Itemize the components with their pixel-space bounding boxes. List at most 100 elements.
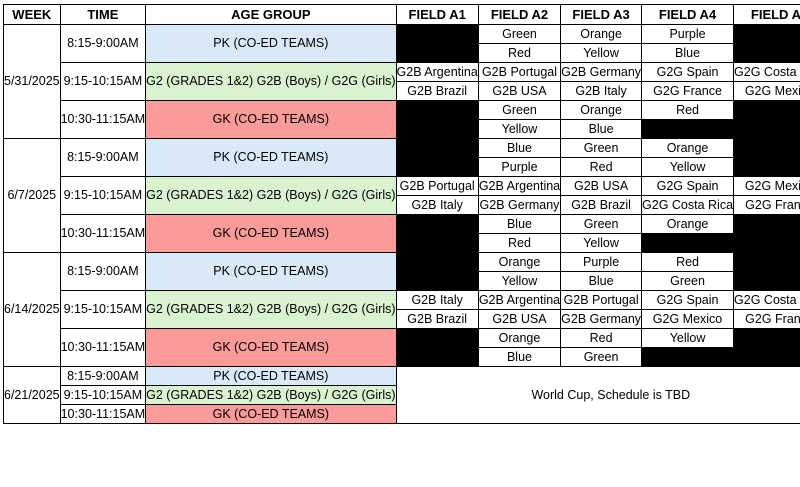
unused-field: [733, 214, 800, 253]
table-row: 9:15-10:15AM G2 (GRADES 1&2) G2B (Boys) …: [4, 62, 800, 101]
age-group-pk: PK (CO-ED TEAMS): [145, 252, 397, 291]
team-cell: Purple: [477, 157, 562, 177]
team-cell: Blue: [641, 43, 735, 63]
team-cell: G2G Mexico: [733, 81, 800, 101]
unused-field: [395, 252, 479, 291]
team-cell: G2B USA: [477, 81, 562, 101]
team-cell: Orange: [560, 24, 643, 44]
header-field-a5: FIELD A5: [733, 4, 800, 25]
schedule-table: WEEK TIME AGE GROUP FIELD A1 FIELD A2 FI…: [3, 4, 800, 424]
team-cell: Red: [641, 252, 735, 272]
age-group-g2: G2 (GRADES 1&2) G2B (Boys) / G2G (Girls): [145, 290, 397, 329]
age-group-gk: GK (CO-ED TEAMS): [145, 404, 397, 424]
team-cell: Blue: [560, 119, 643, 139]
age-group-gk: GK (CO-ED TEAMS): [145, 100, 397, 139]
team-cell: Yellow: [477, 119, 562, 139]
table-row: 10:30-11:15AM GK (CO-ED TEAMS) Blue Gree…: [4, 214, 800, 253]
team-cell: G2B Portugal: [395, 176, 479, 196]
team-cell: G2B Germany: [560, 62, 643, 82]
table-row: 6/14/2025 8:15-9:00AM PK (CO-ED TEAMS) O…: [3, 252, 800, 367]
team-cell: G2G France: [733, 195, 800, 215]
team-cell: G2G France: [733, 309, 800, 329]
table-row: 10:30-11:15AM GK (CO-ED TEAMS) Green Ora…: [4, 100, 800, 139]
team-cell: G2B Brazil: [395, 309, 479, 329]
team-cell: G2G Spain: [641, 290, 735, 310]
unused-field: [733, 24, 800, 63]
time-slot: 9:15-10:15AM: [59, 176, 147, 215]
table-row: 9:15-10:15AM G2 (GRADES 1&2) G2B (Boys) …: [4, 176, 800, 215]
team-cell: G2B Portugal: [477, 62, 562, 82]
table-row: G2B Brazil G2B USA G2B Germany G2G Mexic…: [4, 309, 800, 329]
team-cell: Red: [477, 233, 562, 253]
age-group-g2: G2 (GRADES 1&2) G2B (Boys) / G2G (Girls): [145, 385, 397, 405]
team-cell: Yellow: [560, 233, 643, 253]
team-cell: G2B Brazil: [560, 195, 643, 215]
team-cell: G2B USA: [560, 176, 643, 196]
time-slot: 8:15-9:00AM: [59, 24, 147, 63]
age-group-g2: G2 (GRADES 1&2) G2B (Boys) / G2G (Girls): [145, 62, 397, 101]
team-cell: G2B Germany: [477, 195, 562, 215]
week-date: 6/7/2025: [3, 138, 61, 253]
team-cell: Red: [641, 100, 735, 120]
week-date: 5/31/2025: [3, 24, 61, 139]
team-cell: G2B Germany: [560, 309, 643, 329]
header-age-group: AGE GROUP: [145, 4, 397, 25]
table-row: Yellow Blue Green: [4, 271, 800, 291]
table-row: 10:30-11:15AM GK (CO-ED TEAMS) Orange Re…: [4, 328, 800, 367]
team-cell: Blue: [477, 214, 562, 234]
header-row: WEEK TIME AGE GROUP FIELD A1 FIELD A2 FI…: [3, 4, 800, 25]
team-cell: Yellow: [641, 157, 735, 177]
time-slot: 9:15-10:15AM: [59, 62, 147, 101]
team-cell: Red: [477, 43, 562, 63]
unused-field: [395, 138, 479, 177]
age-group-pk: PK (CO-ED TEAMS): [145, 366, 397, 386]
team-cell: G2B Argentina: [477, 290, 562, 310]
team-cell: Blue: [560, 271, 643, 291]
team-cell: Green: [641, 271, 735, 291]
tbd-note: World Cup, Schedule is TBD: [395, 366, 800, 424]
table-row: 9:15-10:15AM G2 (GRADES 1&2) G2B (Boys) …: [4, 290, 800, 329]
team-cell: G2B Portugal: [560, 290, 643, 310]
age-group-pk: PK (CO-ED TEAMS): [145, 138, 397, 177]
team-cell: G2B Argentina: [395, 62, 479, 82]
table-row: 5/31/2025 8:15-9:00AM PK (CO-ED TEAMS) G…: [3, 24, 800, 139]
table-row: Red Yellow: [4, 233, 800, 253]
unused-field: [395, 328, 479, 367]
time-slot: 8:15-9:00AM: [59, 138, 147, 177]
unused-field: [733, 328, 800, 367]
team-cell: Blue: [477, 347, 562, 367]
time-slot: 9:15-10:15AM: [59, 290, 147, 329]
team-cell: Purple: [641, 24, 735, 44]
team-cell: Green: [560, 347, 643, 367]
unused-field: [395, 100, 479, 139]
week-date: 6/21/2025: [3, 366, 61, 424]
age-group-gk: GK (CO-ED TEAMS): [145, 328, 397, 367]
age-group-pk: PK (CO-ED TEAMS): [145, 24, 397, 63]
unused-field: [733, 100, 800, 139]
team-cell: G2G Spain: [641, 62, 735, 82]
team-cell: Green: [477, 100, 562, 120]
header-field-a3: FIELD A3: [560, 4, 643, 25]
age-group-g2: G2 (GRADES 1&2) G2B (Boys) / G2G (Girls): [145, 176, 397, 215]
time-slot: 9:15-10:15AM: [59, 385, 147, 405]
team-cell: Orange: [477, 252, 562, 272]
team-cell: Green: [560, 214, 643, 234]
header-time: TIME: [59, 4, 147, 25]
table-row: 6/7/2025 8:15-9:00AM PK (CO-ED TEAMS) Bl…: [3, 138, 800, 253]
team-cell: Orange: [560, 100, 643, 120]
team-cell: G2G Mexico: [641, 309, 735, 329]
team-cell: G2G Costa Rica: [641, 195, 735, 215]
time-slot: 8:15-9:00AM: [59, 252, 147, 291]
week-date: 6/14/2025: [3, 252, 61, 367]
unused-field: [641, 119, 735, 139]
team-cell: Orange: [641, 138, 735, 158]
unused-field: [641, 347, 735, 367]
team-cell: Orange: [641, 214, 735, 234]
team-cell: G2B USA: [477, 309, 562, 329]
time-slot: 10:30-11:15AM: [59, 100, 147, 139]
team-cell: G2B Italy: [395, 290, 479, 310]
time-slot: 10:30-11:15AM: [59, 328, 147, 367]
team-cell: Yellow: [641, 328, 735, 348]
team-cell: Orange: [477, 328, 562, 348]
